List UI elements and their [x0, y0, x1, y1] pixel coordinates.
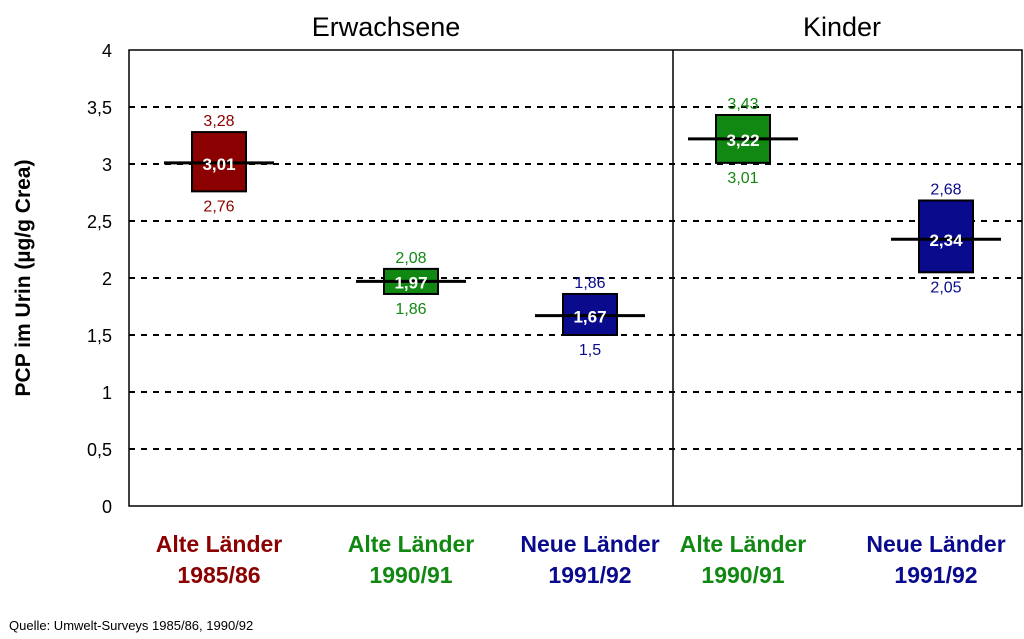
y-tick-label: 3: [102, 155, 112, 175]
y-tick-label: 0,5: [87, 440, 112, 460]
y-tick-label: 1,5: [87, 326, 112, 346]
low-label: 1,5: [579, 342, 601, 359]
high-label: 3,43: [727, 96, 758, 113]
median-label: 3,22: [726, 131, 759, 150]
low-label: 2,05: [930, 279, 961, 296]
median-label: 2,34: [929, 231, 963, 250]
plot-frame: [128, 49, 1023, 507]
y-tick-label: 2: [102, 269, 112, 289]
low-label: 2,76: [203, 198, 234, 215]
category-year: 1985/86: [177, 562, 260, 588]
y-axis-label: PCP im Urin (µg/g Crea): [12, 160, 35, 397]
category-label: Alte Länder: [156, 531, 283, 557]
category-year: 1991/92: [894, 562, 977, 588]
y-tick-label: 0: [102, 497, 112, 517]
low-label: 3,01: [727, 170, 758, 187]
category-label: Alte Länder: [348, 531, 475, 557]
median-label: 1,67: [573, 308, 606, 327]
range-box: [918, 199, 974, 274]
median-label: 3,01: [202, 155, 235, 174]
category-year: 1990/91: [701, 562, 784, 588]
category-label: Neue Länder: [866, 531, 1005, 557]
category-label: Neue Länder: [520, 531, 659, 557]
y-tick-label: 3,5: [87, 98, 112, 118]
low-label: 1,86: [395, 301, 426, 318]
high-label: 2,68: [930, 181, 961, 198]
high-label: 2,08: [395, 250, 426, 267]
high-label: 1,86: [574, 275, 605, 292]
high-label: 3,28: [203, 113, 234, 130]
category-year: 1990/91: [369, 562, 452, 588]
panel-title: Erwachsene: [312, 12, 461, 42]
category-label: Alte Länder: [680, 531, 807, 557]
category-year: 1991/92: [548, 562, 631, 588]
y-tick-label: 4: [102, 41, 112, 61]
y-tick-label: 2,5: [87, 212, 112, 232]
median-label: 1,97: [394, 273, 427, 292]
y-tick-label: 1: [102, 383, 112, 403]
source-note: Quelle: Umwelt-Surveys 1985/86, 1990/92: [9, 618, 254, 633]
panel-title: Kinder: [803, 12, 881, 42]
